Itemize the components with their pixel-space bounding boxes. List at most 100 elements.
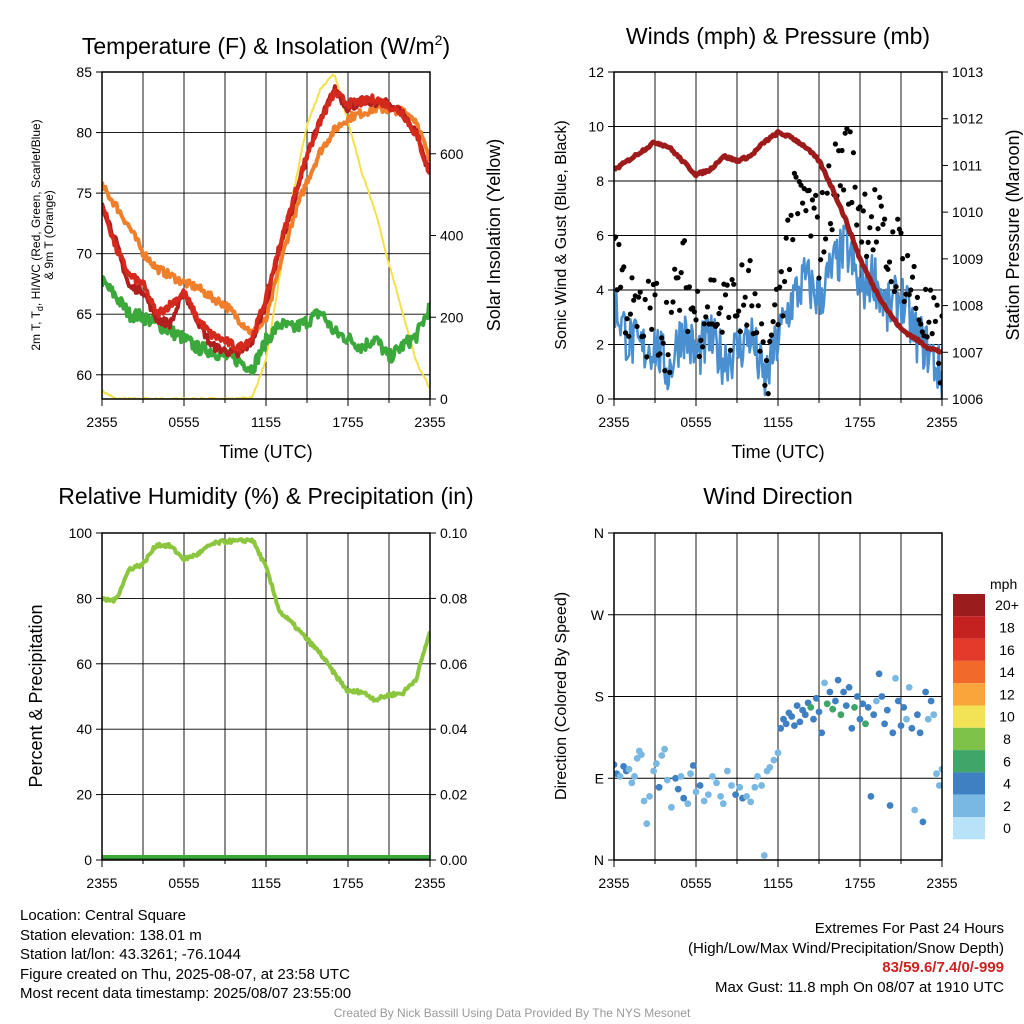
wind-direction-point [724,767,731,775]
wind-direction-point [668,803,675,811]
gust-point [647,305,653,311]
wind-direction-point [663,776,671,784]
winds-y-label: Sonic Wind & Gust (Blue, Black) [553,120,570,349]
y2-tick-label: 400 [440,228,464,244]
gust-point [642,296,648,303]
y-tick-label: 65 [76,306,92,322]
y2-tick-label: 1008 [952,298,983,314]
gust-point [775,322,781,328]
colorbar-label: 0 [1003,820,1011,836]
gust-point [745,267,752,274]
gust-point [734,313,740,319]
gust-point [864,253,870,259]
y2-tick-label: 0.02 [440,787,467,803]
gust-point [931,295,937,301]
wind-direction-point [883,706,891,714]
gust-point [749,303,755,309]
wind-direction-point [859,700,867,708]
y2-tick-label: 1009 [952,251,983,267]
temperature-title: Temperature (F) & Insolation (W/m2) [82,32,450,59]
y2-tick-label: 0.00 [440,852,467,868]
temperature-x-label: Time (UTC) [219,442,312,462]
gust-point [878,203,884,209]
gust-point [763,357,770,364]
wind-direction-point [903,715,910,723]
gust-point [888,279,894,285]
winds-y-ticks: 0 2 4 6 8 10 12 [588,64,614,407]
gust-point [847,129,853,135]
gust-point [714,321,720,327]
wind-direction-point [713,779,720,787]
credit-line: Created By Nick Bassill Using Data Provi… [333,1006,691,1020]
gust-point [716,310,722,317]
gust-point [819,189,825,196]
gust-point [662,368,668,374]
wind-direction-point [829,705,837,713]
y-tick-label: 2 [596,337,604,353]
gust-point [757,348,763,354]
wind-direction-point [782,720,790,728]
gust-point [798,182,804,188]
gust-point [626,333,632,339]
wind-direction-point [905,684,913,691]
x-tick-label: 2355 [926,875,957,891]
y2-tick-label: 200 [440,309,464,325]
gust-point [832,141,839,147]
station-location: Location: Central Square [20,907,186,924]
gust-point [821,249,827,255]
gust-point [806,187,812,193]
gust-point [919,329,925,335]
wind-direction-point [916,729,924,737]
wind-direction-point [927,697,935,705]
wind-direction-point [911,806,919,814]
gust-point [900,256,906,262]
gust-point [852,184,858,190]
y2-tick-label: 1006 [952,391,983,407]
y2-tick-label: 0 [440,391,448,407]
wind-direction-point [914,711,921,719]
y-tick-label: 40 [76,721,92,737]
gust-point [772,302,778,308]
gust-point [657,351,663,357]
wind-direction-point [653,760,660,768]
wind-direction-point [873,697,880,705]
gust-point [767,338,773,345]
wind-direction-point [933,770,940,778]
wind-direction-point [614,761,618,768]
wind-direction-point [732,791,739,798]
y2-tick-label: 1007 [952,344,983,360]
x-tick-label: 2355 [598,414,629,430]
y-tick-label: 8 [596,173,604,189]
wind-direction-point [717,793,724,800]
gust-point [842,130,848,136]
gust-point [937,380,942,386]
wind-direction-point [758,782,765,789]
wind-direction-point [867,793,875,800]
colorbar-swatch [953,727,985,751]
gust-point [859,239,865,245]
y-tick-label: 4 [596,282,604,298]
x-tick-label: 1755 [844,875,875,891]
gust-point [837,183,843,189]
humidity-x-ticks: 2355 0555 1155 1755 2355 [86,860,446,891]
humidity-grid [102,533,430,860]
colorbar-label: 2 [1003,798,1011,814]
gust-point [752,291,758,297]
gust-point [885,266,891,272]
gust-point [634,323,640,330]
precip-y-ticks: 0.00 0.02 0.04 0.06 0.08 0.10 [430,525,467,868]
gust-point [736,308,742,314]
gust-point [629,275,635,281]
gust-point [826,163,832,169]
gust-point [914,294,921,300]
wind-direction-point [684,800,692,808]
wind-direction-point [777,724,785,732]
wind-direction-point [845,684,853,691]
gust-point [652,292,658,298]
wind-direction-point [889,729,897,737]
extremes-title: Extremes For Past 24 Hours [814,920,1004,937]
station-elevation: Station elevation: 138.01 m [20,926,202,944]
wind-direction-point [687,770,694,778]
gust-point [660,340,666,346]
